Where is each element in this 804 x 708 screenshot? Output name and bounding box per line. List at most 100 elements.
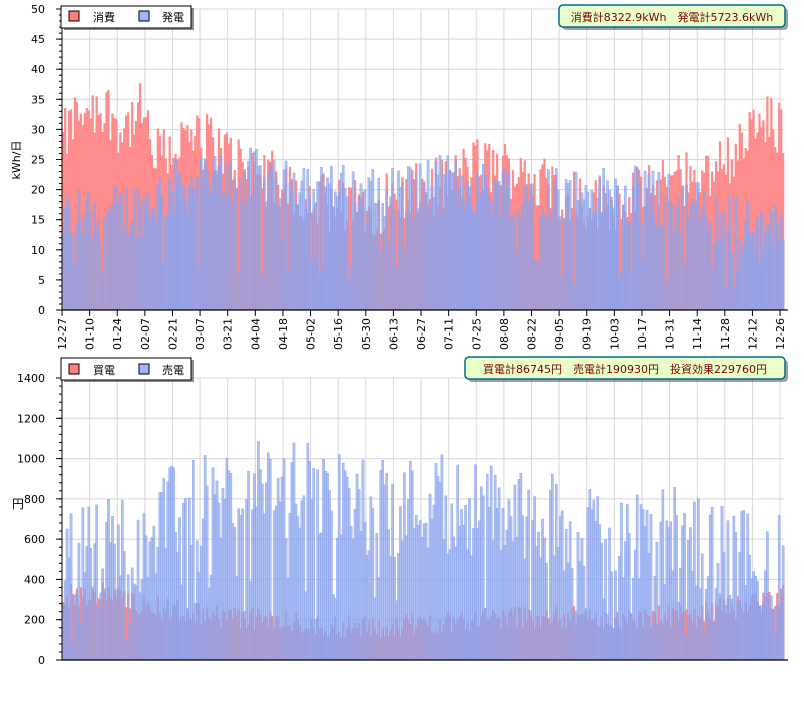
x-tick-label: 04-04 (249, 318, 262, 350)
x-tick-label: 04-18 (277, 318, 290, 350)
bar-consumption (736, 160, 739, 310)
bar-purchase (125, 607, 128, 660)
bar-consumption (752, 109, 755, 311)
bar-consumption (310, 212, 313, 310)
bar-consumption (754, 138, 757, 310)
bar-consumption (99, 113, 102, 311)
x-tick-label: 05-30 (360, 318, 373, 350)
bar-consumption (742, 158, 745, 310)
bar-consumption (572, 171, 576, 310)
x-tick-label: 02-07 (139, 318, 152, 350)
c1-y-tick-labels: 0 5 10 15 20 25 30 35 40 45 50 (31, 3, 45, 317)
consumption-generation-chart: 0 5 10 15 20 25 30 35 40 45 50 12-27 01-10 01-24 02-0… (10, 3, 788, 350)
bar-consumption (71, 139, 75, 310)
c2-summary-text: 買電計86745円 売電計190930円 投資効果229760円 (483, 362, 767, 376)
bar-consumption (261, 188, 264, 310)
c2-y-axis-label: 円 (12, 497, 24, 511)
x-tick-label: 08-22 (525, 318, 538, 350)
bar-consumption (395, 199, 398, 310)
bar-consumption (79, 113, 83, 310)
c2-axes (56, 377, 788, 661)
bar-consumption (286, 203, 290, 310)
bar-consumption (95, 96, 98, 310)
c1-legend: 消費 発電 (60, 5, 194, 30)
bar-consumption (138, 83, 142, 310)
x-tick-label: 05-02 (305, 318, 318, 350)
bar-consumption (726, 137, 730, 310)
c2-legend-sale: 売電 (162, 364, 184, 377)
c1-legend-swatch-consumption (68, 10, 80, 22)
bar-consumption (105, 92, 108, 310)
bar-consumption (724, 174, 728, 310)
bar-consumption (62, 132, 65, 310)
y-tick-label: 1000 (17, 453, 45, 466)
bar-consumption (198, 118, 201, 310)
bar-consumption (766, 96, 769, 310)
c1-summary: 消費計8322.9kWh 発電計5723.6kWh (558, 4, 788, 30)
bar-consumption (131, 102, 134, 310)
bar-consumption (515, 183, 518, 310)
c1-x-tick-labels: 12-27 01-10 01-24 02-07 02-21 03-07 03-21 04-04… (56, 318, 787, 350)
bar-consumption (782, 153, 785, 310)
bar-consumption (778, 102, 781, 310)
bar-purchase (71, 594, 75, 660)
bar-consumption (768, 136, 771, 310)
bar-consumption (127, 112, 130, 310)
x-tick-label: 08-08 (498, 318, 511, 350)
bar-consumption (123, 128, 126, 310)
bar-consumption (711, 171, 714, 310)
x-tick-label: 01-10 (84, 318, 97, 350)
bar-consumption (730, 159, 734, 310)
x-tick-label: 03-07 (194, 318, 207, 350)
bar-purchase (774, 606, 777, 660)
x-tick-label: 01-24 (111, 318, 124, 350)
bar-consumption (750, 119, 753, 310)
bar-consumption (73, 97, 77, 311)
x-tick-label: 10-17 (636, 318, 649, 350)
bar-consumption (780, 109, 783, 310)
bar-consumption (620, 219, 623, 310)
bar-consumption (107, 89, 110, 310)
bar-consumption (314, 202, 317, 310)
bar-sale (781, 545, 785, 661)
bar-consumption (322, 173, 325, 310)
bar-consumption (140, 122, 144, 310)
bar-consumption (75, 102, 79, 311)
bar-consumption (101, 131, 104, 310)
bar-purchase (685, 609, 688, 660)
c1-summary-text: 消費計8322.9kWh 発電計5723.6kWh (571, 10, 773, 24)
bar-consumption (533, 174, 536, 310)
x-tick-label: 10-03 (608, 318, 621, 350)
bar-consumption (97, 114, 100, 310)
bar-consumption (83, 113, 86, 310)
y-tick-label: 15 (31, 214, 45, 227)
c1-legend-generation: 発電 (162, 10, 184, 24)
bar-consumption (162, 129, 165, 310)
x-tick-label: 12-12 (746, 318, 759, 350)
x-tick-label: 11-28 (719, 318, 732, 350)
c2-legend: 買電 売電 (60, 357, 194, 382)
x-tick-label: 09-19 (581, 318, 594, 350)
y-tick-label: 5 (38, 274, 45, 287)
purchase-sale-chart: 0 200 400 600 800 1000 1200 1400 円 買電 売電 買電計867… (12, 356, 788, 667)
bar-consumption (81, 125, 84, 310)
bar-consumption (134, 120, 138, 310)
c1-legend-consumption: 消費 (93, 10, 115, 24)
c2-sale-bars (61, 441, 785, 661)
c1-axes (56, 8, 788, 316)
bar-consumption (762, 120, 765, 310)
bar-consumption (318, 181, 321, 310)
x-tick-label: 06-13 (387, 318, 400, 350)
x-tick-label: 03-21 (222, 318, 235, 350)
x-tick-label: 02-21 (166, 318, 179, 350)
c2-y-tick-labels: 0 200 400 600 800 1000 1200 1400 (17, 372, 45, 667)
y-tick-label: 0 (38, 654, 45, 667)
x-tick-label: 12-26 (774, 318, 787, 350)
c2-legend-swatch-purchase (68, 363, 80, 375)
bar-consumption (618, 193, 621, 310)
bar-consumption (537, 205, 540, 310)
x-tick-label: 05-16 (332, 318, 345, 350)
bar-consumption (535, 205, 538, 310)
c2-summary: 買電計86745円 売電計190930円 投資効果229760円 (464, 356, 788, 382)
